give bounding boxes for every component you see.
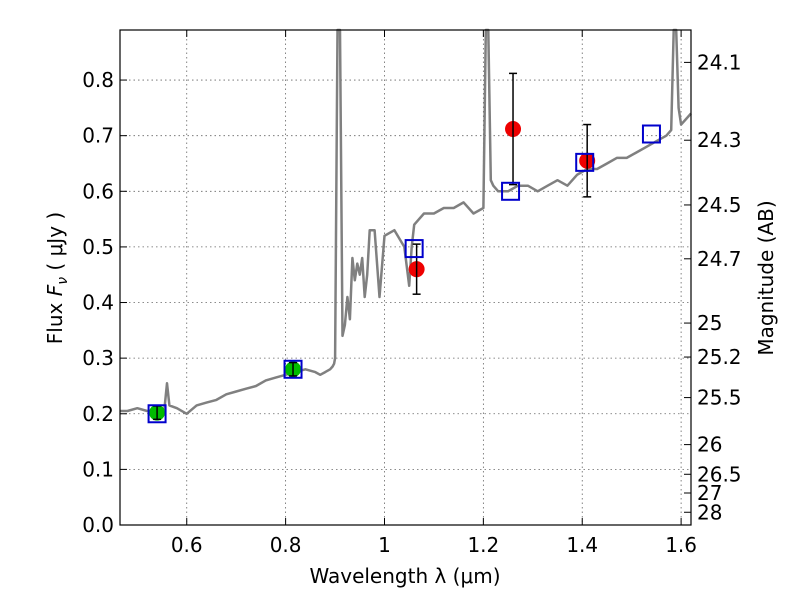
model-photometry-square <box>501 181 521 201</box>
y-tick-label: 0.7 <box>82 124 114 148</box>
mag-tick-label: 25.5 <box>697 386 742 410</box>
y-tick-label: 0.5 <box>82 235 114 259</box>
grid-layer <box>120 30 691 525</box>
mag-tick-label: 25 <box>697 311 722 335</box>
y-tick-label: 0.1 <box>82 457 114 481</box>
model-photometry-square <box>575 152 595 172</box>
x-tick-label: 1 <box>378 533 391 557</box>
y-tick-label: 0.6 <box>82 179 114 203</box>
x-tick-label: 0.6 <box>171 533 203 557</box>
y-tick-label: 0.4 <box>82 291 114 315</box>
y-axis-label-text: Flux <box>43 296 67 344</box>
mag-tick-label: 24.1 <box>697 50 742 74</box>
mag-tick-label: 24.7 <box>697 247 742 271</box>
x-axis-label: Wavelength λ (μm) <box>309 564 500 588</box>
x-tick-label: 1.4 <box>566 533 598 557</box>
plot-background <box>120 30 691 525</box>
x-tick-label: 1.6 <box>665 533 697 557</box>
mag-tick-label: 26 <box>697 433 722 457</box>
y-tick-label: 0.0 <box>82 513 114 537</box>
mag-tick-label: 26.5 <box>697 462 742 486</box>
ticks-layer: 0.6 0.8 1 1.2 1.4 1.6 0.0 0.1 0.2 0.3 0.4 0.5 0.6 0.7… <box>82 30 742 557</box>
y-axis-label-subscript: ν <box>55 277 71 285</box>
model-photometry-square <box>641 124 661 144</box>
mag-tick-label: 24.3 <box>697 128 742 152</box>
y-axis-label: Flux Fν ( μJy ) <box>43 212 71 344</box>
y-tick-label: 0.3 <box>82 346 114 370</box>
x-tick-label: 0.8 <box>270 533 302 557</box>
y2-axis-label: Magnitude (AB) <box>754 200 778 355</box>
points-layer <box>147 72 661 424</box>
spectrum-layer <box>120 28 692 416</box>
mag-tick-label: 27 <box>697 481 722 505</box>
y-tick-label: 0.2 <box>82 402 114 426</box>
plot-frame <box>119 29 692 526</box>
mag-tick-label: 24.5 <box>697 193 742 217</box>
y-axis-label-units: ( μJy ) <box>43 212 67 277</box>
model-spectrum-line <box>120 28 692 416</box>
x-tick-label: 1.2 <box>467 533 499 557</box>
model-photometry-square <box>283 359 303 379</box>
y-tick-label: 0.8 <box>82 68 114 92</box>
mag-tick-label: 28 <box>697 500 722 524</box>
y-axis-label-symbol: F <box>43 284 67 296</box>
model-photometry-square <box>147 404 167 424</box>
mag-tick-label: 25.2 <box>697 345 742 369</box>
model-photometry-square <box>404 239 424 259</box>
